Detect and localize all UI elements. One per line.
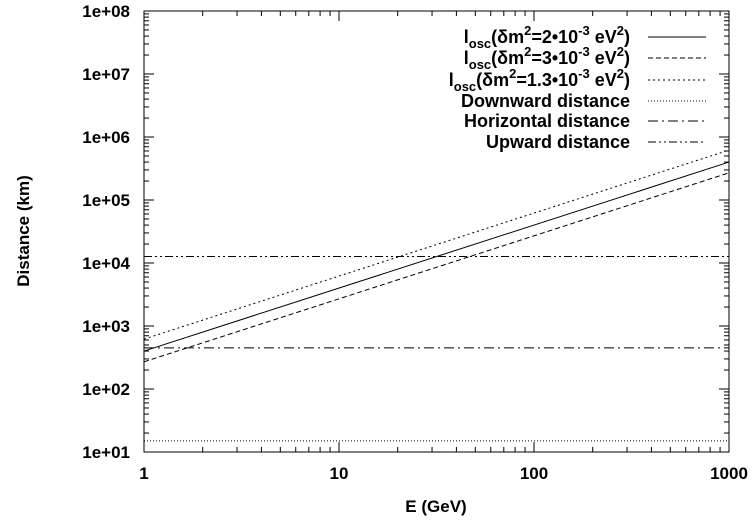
x-tick-label: 100 (520, 464, 548, 483)
legend-label: Horizontal distance (464, 111, 630, 131)
tick-marks (144, 11, 729, 452)
x-tick-label: 10 (330, 464, 349, 483)
x-axis-title: E (GeV) (405, 497, 466, 516)
x-tick-label: 1000 (710, 464, 748, 483)
legend: losc(δm2=2•10-3 eV2)losc(δm2=3•10-3 eV2)… (449, 23, 706, 152)
legend-label: losc(δm2=2•10-3 eV2) (464, 23, 630, 51)
y-tick-label: 1e+05 (82, 191, 130, 210)
y-tick-label: 1e+03 (82, 317, 130, 336)
tick-labels: 1 10 100 1000 1e+01 1e+02 1e+03 1e+04 1e+05 1e+06… (82, 2, 748, 483)
x-tick-label: 1 (139, 464, 148, 483)
y-tick-label: 1e+01 (82, 443, 130, 462)
series-lines (144, 150, 729, 441)
y-tick-label: 1e+07 (82, 65, 130, 84)
y-axis-title: Distance (km) (14, 175, 33, 286)
y-tick-label: 1e+08 (82, 2, 130, 21)
y-tick-label: 1e+04 (82, 254, 130, 273)
plot-frame (144, 11, 729, 452)
series-dotted-line (144, 150, 729, 339)
legend-label: Upward distance (486, 132, 630, 152)
legend-label: losc(δm2=1.3•10-3 eV2) (449, 66, 630, 94)
y-tick-label: 1e+06 (82, 128, 130, 147)
series-dashed-line (144, 173, 729, 362)
legend-label: Downward distance (461, 91, 630, 111)
y-tick-label: 1e+02 (82, 380, 130, 399)
